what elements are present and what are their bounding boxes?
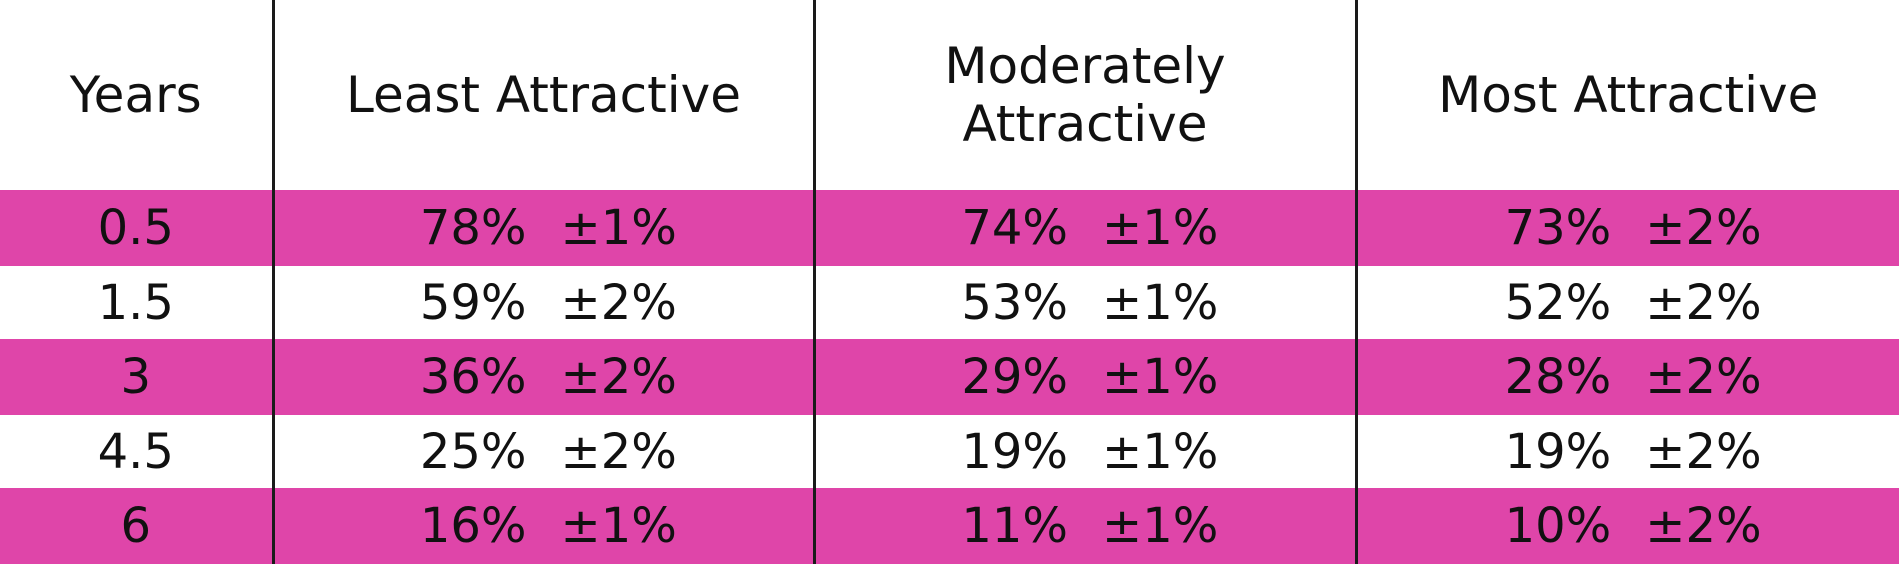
cell-moderate-percent: 19% — [961, 423, 1068, 480]
cell-most: 10% ±2% — [1354, 488, 1899, 564]
cell-most-error: ±2% — [1645, 423, 1762, 480]
cell-most: 73% ±2% — [1354, 190, 1899, 266]
cell-least-percent: 78% — [419, 200, 527, 256]
cell-years: 1.5 — [97, 274, 174, 331]
cell-moderate: 19% ±1% — [812, 415, 1356, 488]
cell-least: 16% ±1% — [271, 488, 814, 564]
cell-moderate-percent: 53% — [961, 274, 1068, 331]
header-moderately-attractive: Moderately Attractive — [812, 0, 1356, 190]
cell-moderate-error: ±1% — [1102, 349, 1219, 405]
cell-moderate-error: ±1% — [1102, 200, 1219, 256]
cell-moderate: 74% ±1% — [812, 190, 1356, 266]
table-row: 1.5 59% ±2% 53% ±1% 52% ±2% — [0, 266, 1899, 339]
cell-moderate-percent: 29% — [961, 349, 1068, 405]
cell-moderate: 53% ±1% — [812, 266, 1356, 339]
cell-least-error: ±1% — [560, 200, 677, 256]
table-row: 6 16% ±1% 11% ±1% 10% ±2% — [0, 488, 1899, 564]
cell-moderate-error: ±1% — [1102, 423, 1219, 480]
cell-years: 3 — [0, 339, 273, 415]
cell-moderate-error: ±1% — [1102, 274, 1219, 331]
cell-least: 59% ±2% — [271, 266, 814, 339]
table-header-row: Years Least Attractive Moderately Attrac… — [0, 0, 1899, 190]
table-row: 3 36% ±2% 29% ±1% 28% ±2% — [0, 339, 1899, 415]
cell-most-percent: 73% — [1504, 200, 1612, 256]
cell-years: 0.5 — [0, 190, 273, 266]
cell-least: 78% ±1% — [271, 190, 814, 266]
header-most-attractive: Most Attractive — [1354, 0, 1899, 190]
cell-moderate-percent: 74% — [961, 200, 1068, 256]
cell-least-percent: 36% — [419, 349, 527, 405]
cell-most-error: ±2% — [1645, 274, 1762, 331]
header-least-attractive: Least Attractive — [271, 0, 814, 190]
header-years: Years — [69, 66, 202, 124]
cell-least-error: ±2% — [560, 274, 677, 331]
header-moderately-line1: Moderately — [944, 37, 1226, 95]
cell-moderate: 11% ±1% — [812, 488, 1356, 564]
cell-most-error: ±2% — [1645, 200, 1762, 256]
cell-least-error: ±2% — [560, 423, 677, 480]
cell-most-error: ±2% — [1645, 349, 1762, 405]
table-row: 4.5 25% ±2% 19% ±1% 19% ±2% — [0, 415, 1899, 488]
header-moderately-line2: Attractive — [962, 95, 1208, 153]
cell-years: 6 — [0, 488, 273, 564]
cell-least-error: ±1% — [560, 498, 677, 554]
cell-moderate: 29% ±1% — [812, 339, 1356, 415]
cell-least: 36% ±2% — [271, 339, 814, 415]
cell-most-percent: 10% — [1504, 498, 1612, 554]
cell-most: 52% ±2% — [1354, 266, 1899, 339]
cell-least-error: ±2% — [560, 349, 677, 405]
cell-years: 4.5 — [97, 423, 174, 480]
cell-most: 19% ±2% — [1354, 415, 1899, 488]
cell-least-percent: 59% — [419, 274, 527, 331]
cell-least-percent: 16% — [419, 498, 527, 554]
cell-moderate-error: ±1% — [1102, 498, 1219, 554]
cell-least-percent: 25% — [419, 423, 527, 480]
cell-most-percent: 52% — [1504, 274, 1612, 331]
cell-most-error: ±2% — [1645, 498, 1762, 554]
cell-moderate-percent: 11% — [961, 498, 1068, 554]
cell-most: 28% ±2% — [1354, 339, 1899, 415]
cell-most-percent: 19% — [1504, 423, 1612, 480]
cell-least: 25% ±2% — [271, 415, 814, 488]
cell-most-percent: 28% — [1504, 349, 1612, 405]
table-row: 0.5 78% ±1% 74% ±1% 73% ±2% — [0, 190, 1899, 266]
